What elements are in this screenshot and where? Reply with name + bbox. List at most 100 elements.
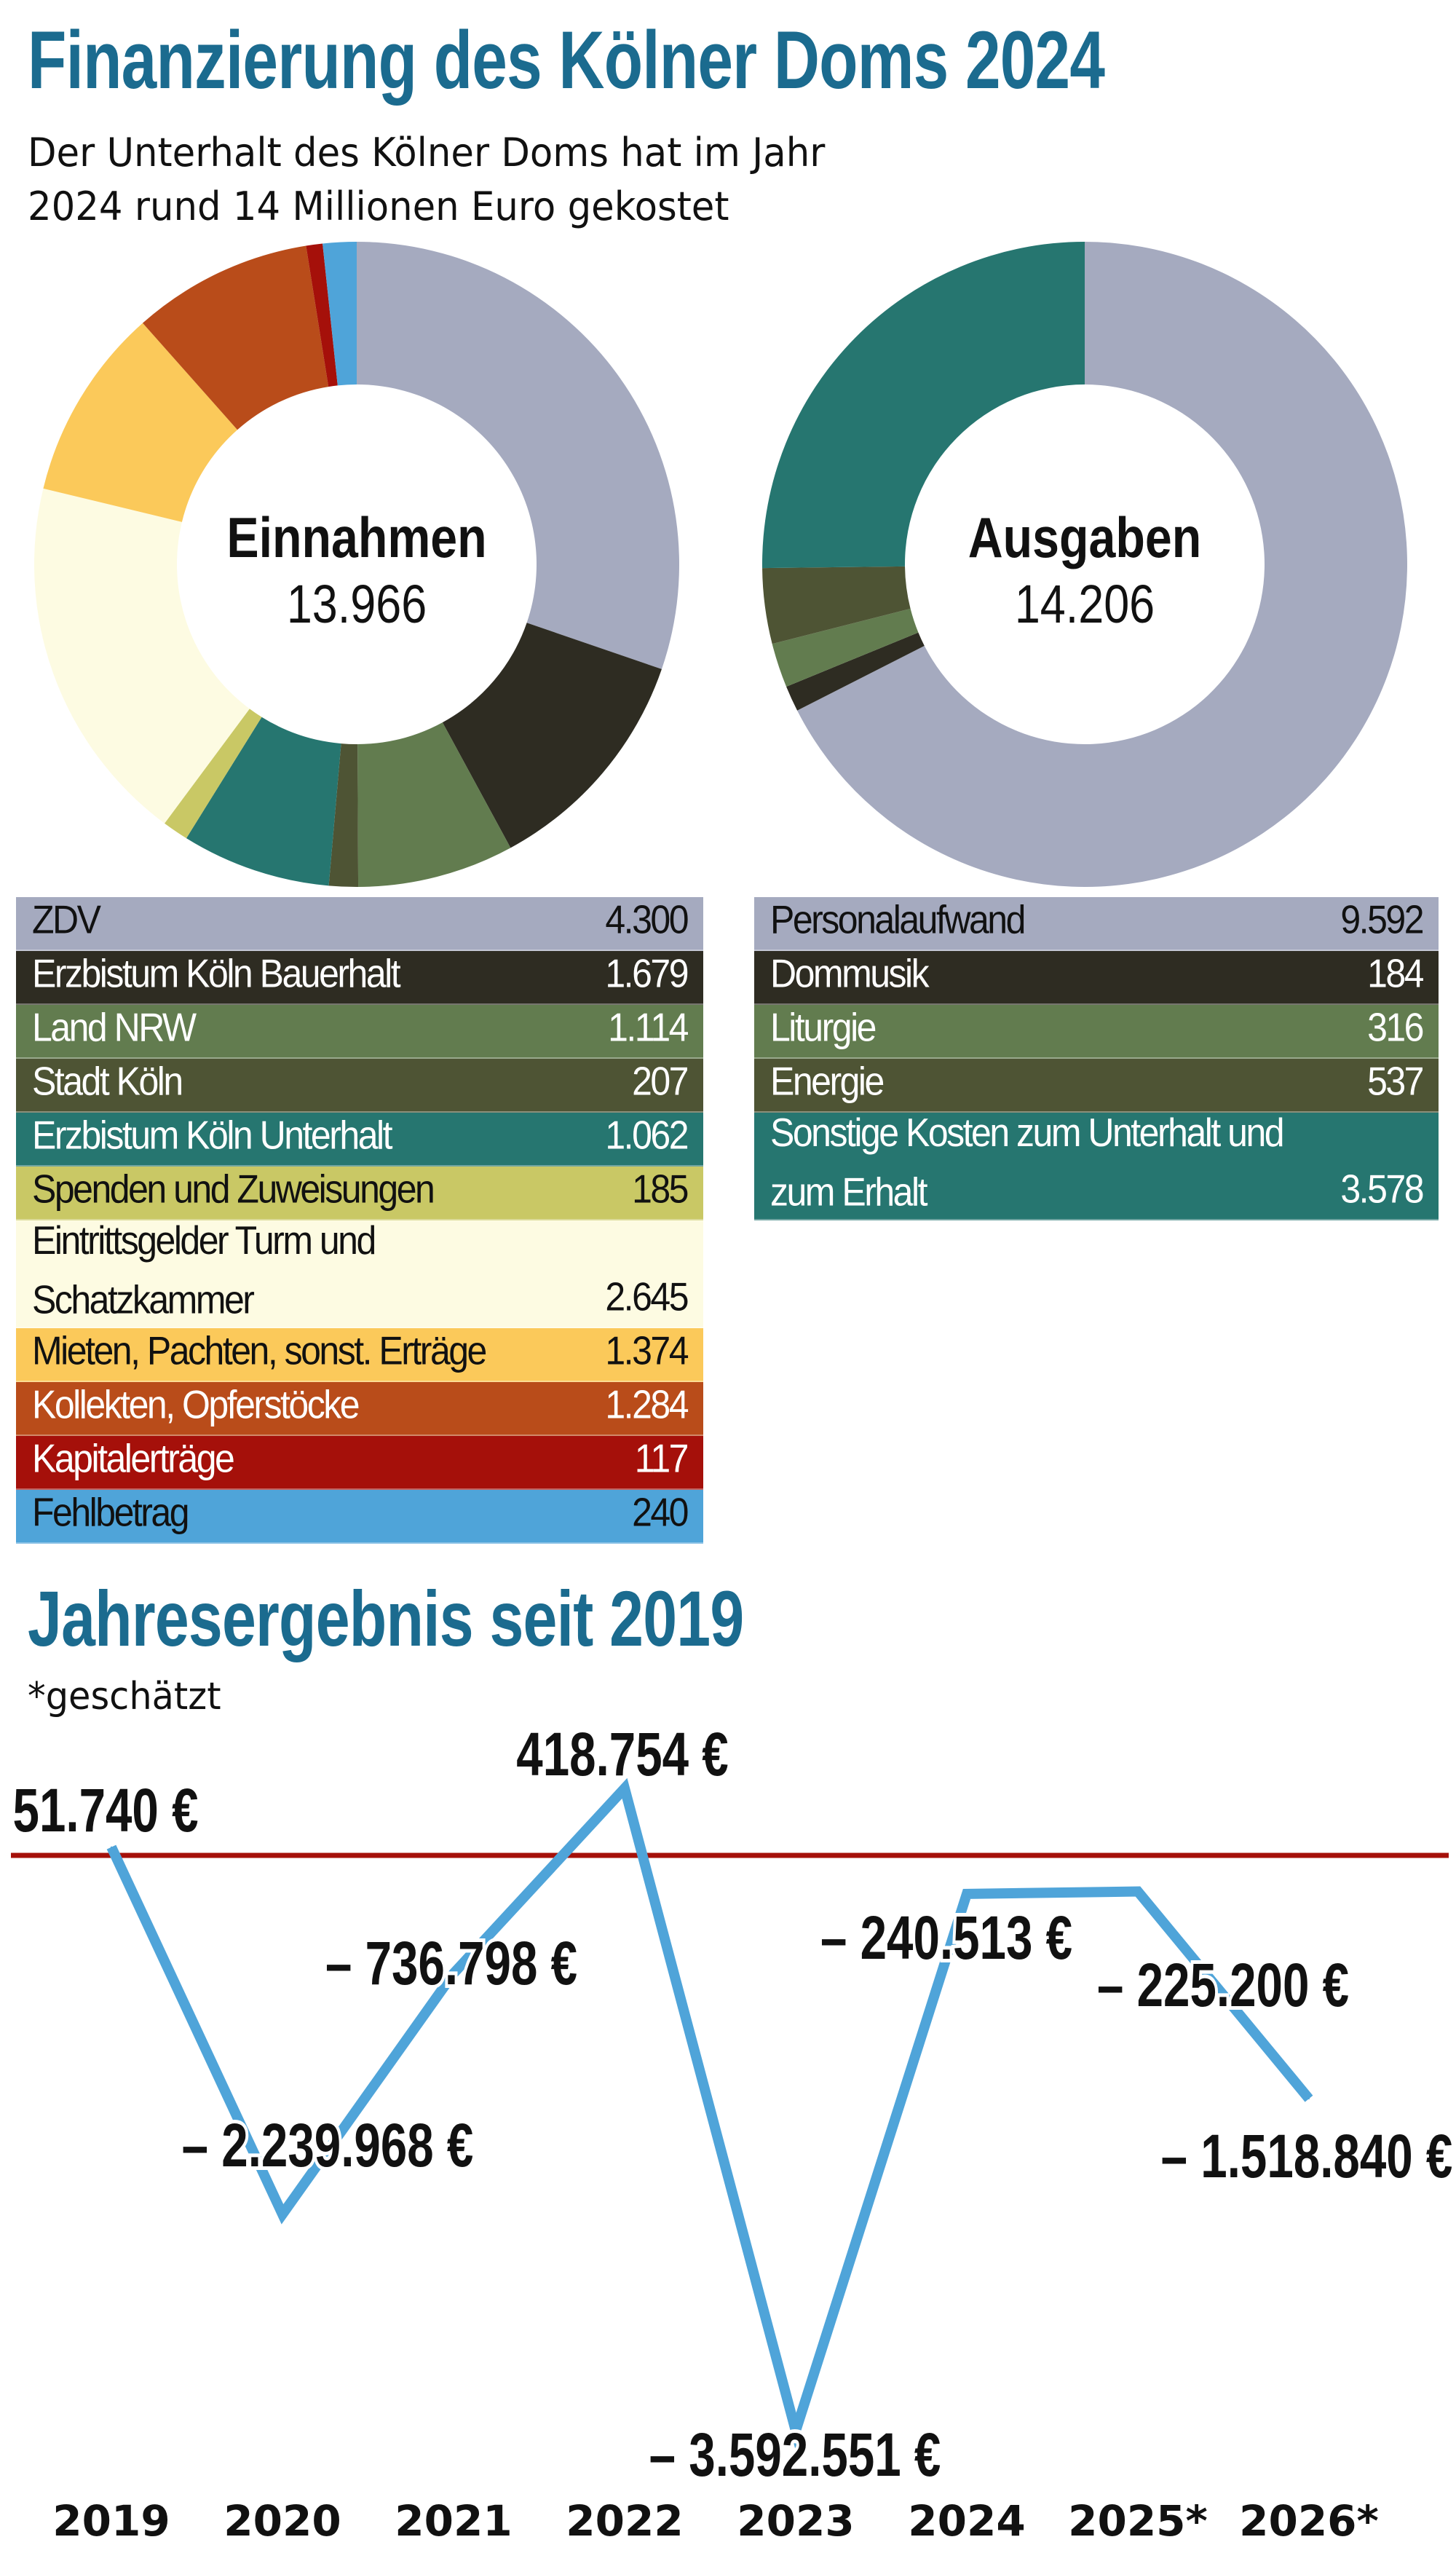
legend-row: Stadt Köln 207: [16, 1059, 703, 1113]
legend-label: Kollekten, Opferstöcke: [32, 1382, 360, 1427]
legend-row: Dommusik 184: [754, 951, 1439, 1005]
ausgaben-legend-table: Personalaufwand 9.592 Dommusik 184 Liturgie 3…: [754, 897, 1439, 1220]
legend-value: 1.284: [605, 1382, 689, 1427]
legend-value: 3.578: [1340, 1167, 1424, 1212]
legend-value: 2.645: [605, 1274, 689, 1319]
donut-slice: [762, 242, 1085, 569]
legend-value: 537: [1367, 1059, 1424, 1104]
legend-row: Kollekten, Opferstöcke 1.284: [16, 1382, 703, 1436]
donut-slice: [33, 488, 250, 824]
x-tick-label: 2019: [52, 2496, 170, 2546]
donut-slice: [43, 323, 238, 522]
x-tick-label: 2026*: [1239, 2496, 1379, 2546]
legend-row: Liturgie 316: [754, 1005, 1439, 1059]
donut-slice: [323, 242, 357, 386]
data-point: [111, 1846, 112, 1848]
legend-label: Stadt Köln: [32, 1059, 183, 1104]
donut-slice: [165, 709, 262, 839]
legend-value: 185: [632, 1167, 689, 1212]
legend-value: 240: [632, 1490, 689, 1535]
legend-row: Kapitalerträge 117: [16, 1436, 703, 1490]
line-chart-title: Jahresergebnis seit 2019: [28, 1574, 744, 1662]
line-chart-note: *geschätzt: [28, 1675, 221, 1718]
einnahmen-legend-table: ZDV 4.300 Erzbistum Köln Bauerhalt 1.679 Lan…: [16, 897, 703, 1544]
data-point: [966, 1893, 968, 1895]
data-point: [453, 1973, 454, 1975]
series-line: [106, 1777, 1313, 2450]
legend-value: 207: [632, 1059, 689, 1104]
legend-label: Dommusik: [770, 951, 930, 996]
legend-row: Eintrittsgelder Turm und Schatzkammer 2.6…: [16, 1218, 703, 1328]
legend-label: Fehlbetrag: [32, 1490, 190, 1535]
donut-slice: [442, 623, 662, 848]
legend-row: Land NRW 1.114: [16, 1005, 703, 1059]
legend-value: 1.679: [605, 951, 689, 996]
x-tick-label: 2024: [908, 2496, 1025, 2546]
donut-slice: [357, 722, 511, 887]
legend-value: 316: [1367, 1005, 1424, 1050]
legend-label: Energie: [770, 1059, 885, 1104]
data-point: [795, 2430, 796, 2432]
data-label: 418.754 €: [516, 1720, 728, 1788]
legend-row: Personalaufwand 9.592: [754, 897, 1439, 951]
donut-center-label: Ausgaben: [968, 506, 1201, 569]
donut-slice: [786, 632, 925, 711]
data-label: – 736.798 €: [325, 1929, 577, 1997]
donut-slice: [357, 242, 680, 669]
legend-label: Kapitalerträge: [32, 1436, 235, 1481]
data-point: [1308, 2098, 1310, 2100]
legend-label: Liturgie: [770, 1005, 877, 1050]
legend-row: Erzbistum Köln Unterhalt 1.062: [16, 1113, 703, 1167]
data-point: [1137, 1890, 1139, 1893]
legend-label: Spenden und Zuweisungen: [32, 1167, 435, 1212]
data-point: [282, 2213, 283, 2215]
legend-label: Land NRW: [32, 1005, 197, 1050]
legend-row: Energie 537: [754, 1059, 1439, 1113]
donut-center-label: Einnahmen: [226, 506, 486, 569]
donut-center-value: 13.966: [287, 574, 427, 634]
donut-slice: [306, 243, 338, 387]
subtitle-line-2: 2024 rund 14 Millionen Euro gekostet: [28, 184, 729, 229]
data-label: – 3.592.551 €: [649, 2420, 941, 2489]
legend-value: 117: [634, 1436, 689, 1481]
x-tick-label: 2021: [395, 2496, 512, 2546]
donut-slice: [797, 242, 1408, 887]
donut-slice: [772, 608, 919, 687]
donut-slice: [142, 245, 329, 430]
legend-label: Erzbistum Köln Bauerhalt: [32, 951, 401, 996]
legend-label: Sonstige Kosten zum Unterhalt und zum Er…: [770, 1110, 1285, 1215]
legend-row: Mieten, Pachten, sonst. Erträge 1.374: [16, 1328, 703, 1382]
data-point: [624, 1787, 625, 1789]
legend-label: Mieten, Pachten, sonst. Erträge: [32, 1328, 487, 1373]
data-label: – 225.200 €: [1097, 1951, 1349, 2019]
legend-row: ZDV 4.300: [16, 897, 703, 951]
x-tick-label: 2023: [737, 2496, 854, 2546]
legend-value: 184: [1367, 951, 1424, 996]
legend-value: 1.114: [608, 1005, 689, 1050]
legend-row: Erzbistum Köln Bauerhalt 1.679: [16, 951, 703, 1005]
legend-row: Sonstige Kosten zum Unterhalt und zum Er…: [754, 1110, 1439, 1220]
legend-value: 1.374: [605, 1328, 689, 1373]
donut-slice: [328, 743, 359, 887]
legend-row: Spenden und Zuweisungen 185: [16, 1167, 703, 1220]
page-title: Finanzierung des Kölner Doms 2024: [28, 15, 1105, 106]
x-tick-label: 2020: [223, 2496, 341, 2546]
legend-value: 1.062: [605, 1113, 689, 1158]
x-tick-label: 2022: [566, 2496, 683, 2546]
legend-value: 9.592: [1340, 897, 1424, 942]
subtitle-line-1: Der Unterhalt des Kölner Doms hat im Jah…: [28, 130, 826, 175]
legend-row: Fehlbetrag 240: [16, 1490, 703, 1544]
data-label: – 240.513 €: [820, 1903, 1072, 1972]
legend-value: 4.300: [605, 897, 689, 942]
legend-label: Personalaufwand: [770, 897, 1026, 942]
donut-center-value: 14.206: [1015, 574, 1155, 634]
donut-slice: [186, 717, 341, 886]
x-tick-label: 2025*: [1068, 2496, 1208, 2546]
data-label: – 1.518.840 €: [1161, 2122, 1453, 2190]
legend-label: Eintrittsgelder Turm und Schatzkammer: [32, 1218, 376, 1322]
legend-label: Erzbistum Köln Unterhalt: [32, 1113, 393, 1158]
donut-slice: [762, 566, 911, 644]
legend-label: ZDV: [32, 897, 101, 942]
